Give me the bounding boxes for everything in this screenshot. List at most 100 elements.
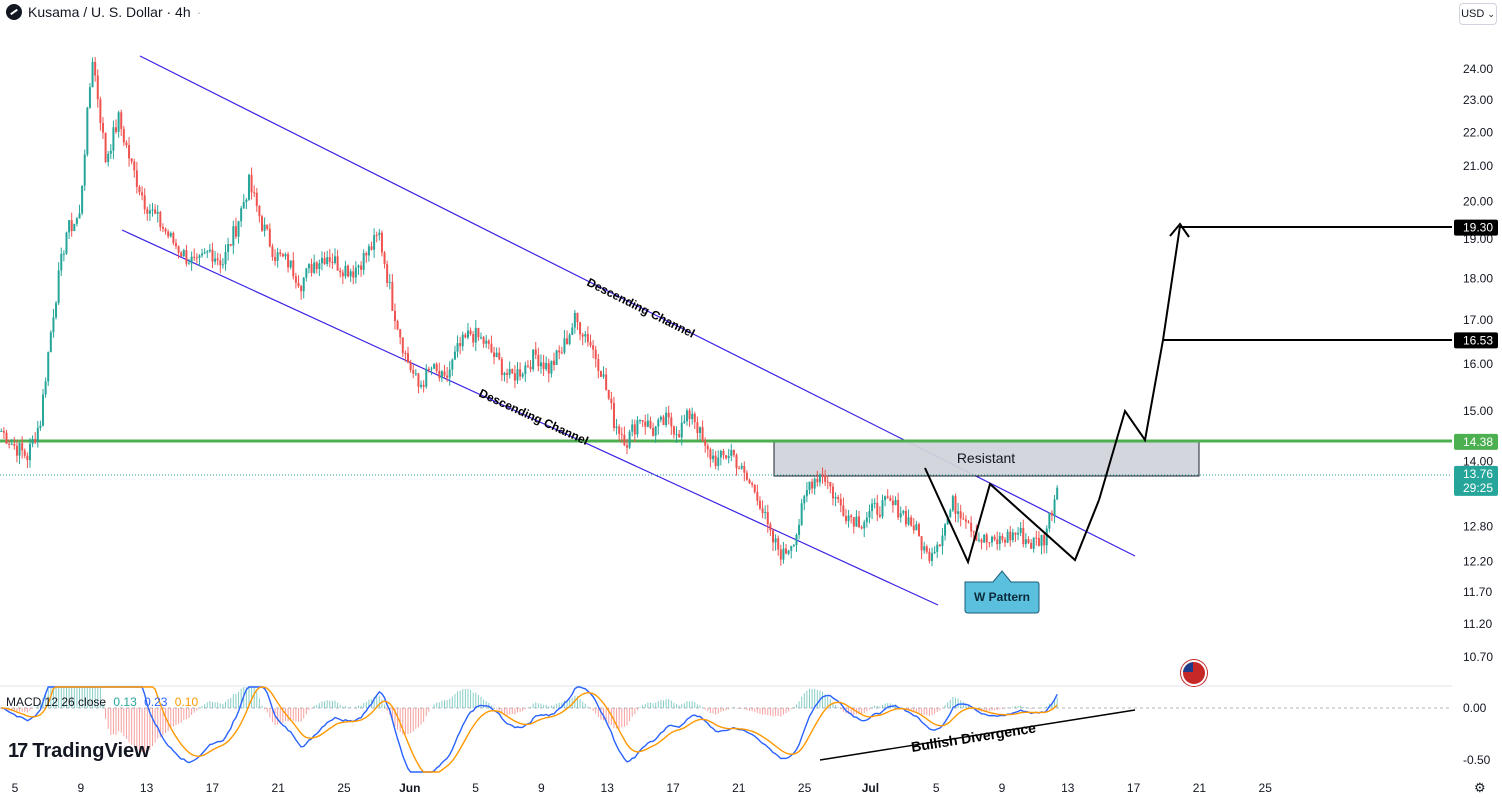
candle-body <box>552 360 556 365</box>
divergence-label: Bullish Divergence <box>910 719 1037 755</box>
candle-body <box>427 368 430 370</box>
candle-body <box>891 500 894 506</box>
candle-body <box>146 209 149 214</box>
macd-line <box>1 686 1058 773</box>
candle-body <box>545 363 548 370</box>
candle-body <box>1004 539 1007 543</box>
candle-body <box>68 220 71 233</box>
candle-body <box>798 524 801 535</box>
price-tag-label: 16.53 <box>1463 333 1493 347</box>
candle-body <box>130 158 133 162</box>
candle-body <box>1048 512 1051 529</box>
candle-body <box>779 549 782 560</box>
candle-body <box>1017 532 1020 535</box>
candle-body <box>829 482 832 487</box>
candle-body <box>440 371 443 378</box>
candle-body <box>539 362 542 367</box>
candle-body <box>837 497 840 500</box>
candle-body <box>1040 535 1043 546</box>
candle-body <box>795 534 798 546</box>
candle-body <box>422 384 425 387</box>
candle-body <box>159 211 162 228</box>
candle-body <box>328 257 331 262</box>
candle-body <box>881 500 884 517</box>
candle-body <box>391 282 394 311</box>
symbol-title[interactable]: Kusama / U. S. Dollar · 4h <box>28 4 191 20</box>
candle-body <box>143 195 146 210</box>
candle-body <box>506 372 509 375</box>
candle-body <box>920 536 923 551</box>
candle-body <box>1045 528 1048 546</box>
candle-body <box>714 455 717 466</box>
resistance-zone <box>773 441 1200 477</box>
candle-body <box>730 449 733 457</box>
candle-body <box>529 366 532 370</box>
candle-body <box>949 510 952 517</box>
price-tick-label: 15.00 <box>1463 404 1493 418</box>
time-tick-label: Jul <box>862 781 879 795</box>
tradingview-logo[interactable]: 17 TradingView <box>8 740 150 763</box>
candle-body <box>274 257 277 261</box>
candle-body <box>386 264 389 283</box>
candle-body <box>250 174 253 193</box>
candle-body <box>785 548 788 554</box>
time-axis[interactable]: 5 9 13 17 21 25 Jun 5 9 13 17 21 25 Jul 5 9 13 17 21 25 <box>12 781 1273 795</box>
price-tick-label: 11.70 <box>1463 585 1492 599</box>
candle-body <box>938 544 941 547</box>
candle-body <box>109 150 112 154</box>
candle-body <box>495 352 498 358</box>
candle-body <box>607 389 610 399</box>
price-tag-bg <box>1454 332 1498 349</box>
time-tick-label: 5 <box>12 781 19 795</box>
candle-body <box>842 505 845 517</box>
signal-line <box>1 686 1058 773</box>
candle-body <box>276 252 279 261</box>
candle-body <box>498 352 501 360</box>
candle-body <box>1035 537 1038 539</box>
price-tick-label: 14.00 <box>1463 454 1493 468</box>
candle-body <box>644 421 647 427</box>
candle-body <box>696 422 699 434</box>
candle-body <box>805 490 808 497</box>
candle-body <box>1009 531 1012 541</box>
price-tag-label: 14.38 <box>1463 435 1493 449</box>
candle-body <box>479 337 483 339</box>
candle-body <box>594 349 597 360</box>
candle-body <box>193 256 196 258</box>
candle-body <box>902 510 905 514</box>
candle-body <box>928 551 931 561</box>
candle-body <box>654 426 657 436</box>
candle-body <box>420 384 423 387</box>
candle-body <box>662 416 665 425</box>
price-axis[interactable]: 24.0023.0022.0021.0020.0019.0018.0017.00… <box>1463 62 1493 664</box>
price-tick-label: 21.00 <box>1463 159 1493 173</box>
projection-path <box>1098 225 1181 501</box>
currency-button[interactable]: USD ⌄ <box>1459 3 1497 25</box>
candle-body <box>307 264 310 269</box>
candle-body <box>1027 539 1030 543</box>
gear-icon[interactable]: ⚙ <box>1474 780 1486 795</box>
candle-body <box>597 359 600 371</box>
candle-body <box>639 420 642 422</box>
candle-body <box>26 455 29 461</box>
candle-body <box>915 524 918 531</box>
candle-body <box>704 440 707 446</box>
candle-body <box>576 312 579 323</box>
candle-body <box>876 502 879 515</box>
candle-body <box>678 434 681 438</box>
time-tick-label: 21 <box>272 781 286 795</box>
candle-body <box>811 481 814 489</box>
macd-legend[interactable]: MACD 12 26 close 0.13 0.23 0.10 <box>6 695 202 709</box>
candle-body <box>816 478 819 483</box>
candle-body <box>542 362 545 370</box>
candle-body <box>81 185 84 214</box>
price-tick-label: 11.20 <box>1463 617 1492 631</box>
candle-body <box>414 373 417 375</box>
candle-body <box>28 443 31 461</box>
time-tick-label: 13 <box>601 781 615 795</box>
us-flag-icon[interactable] <box>1181 660 1207 686</box>
candle-body <box>167 231 170 237</box>
candle-body <box>748 479 751 484</box>
candle-body <box>211 249 214 262</box>
